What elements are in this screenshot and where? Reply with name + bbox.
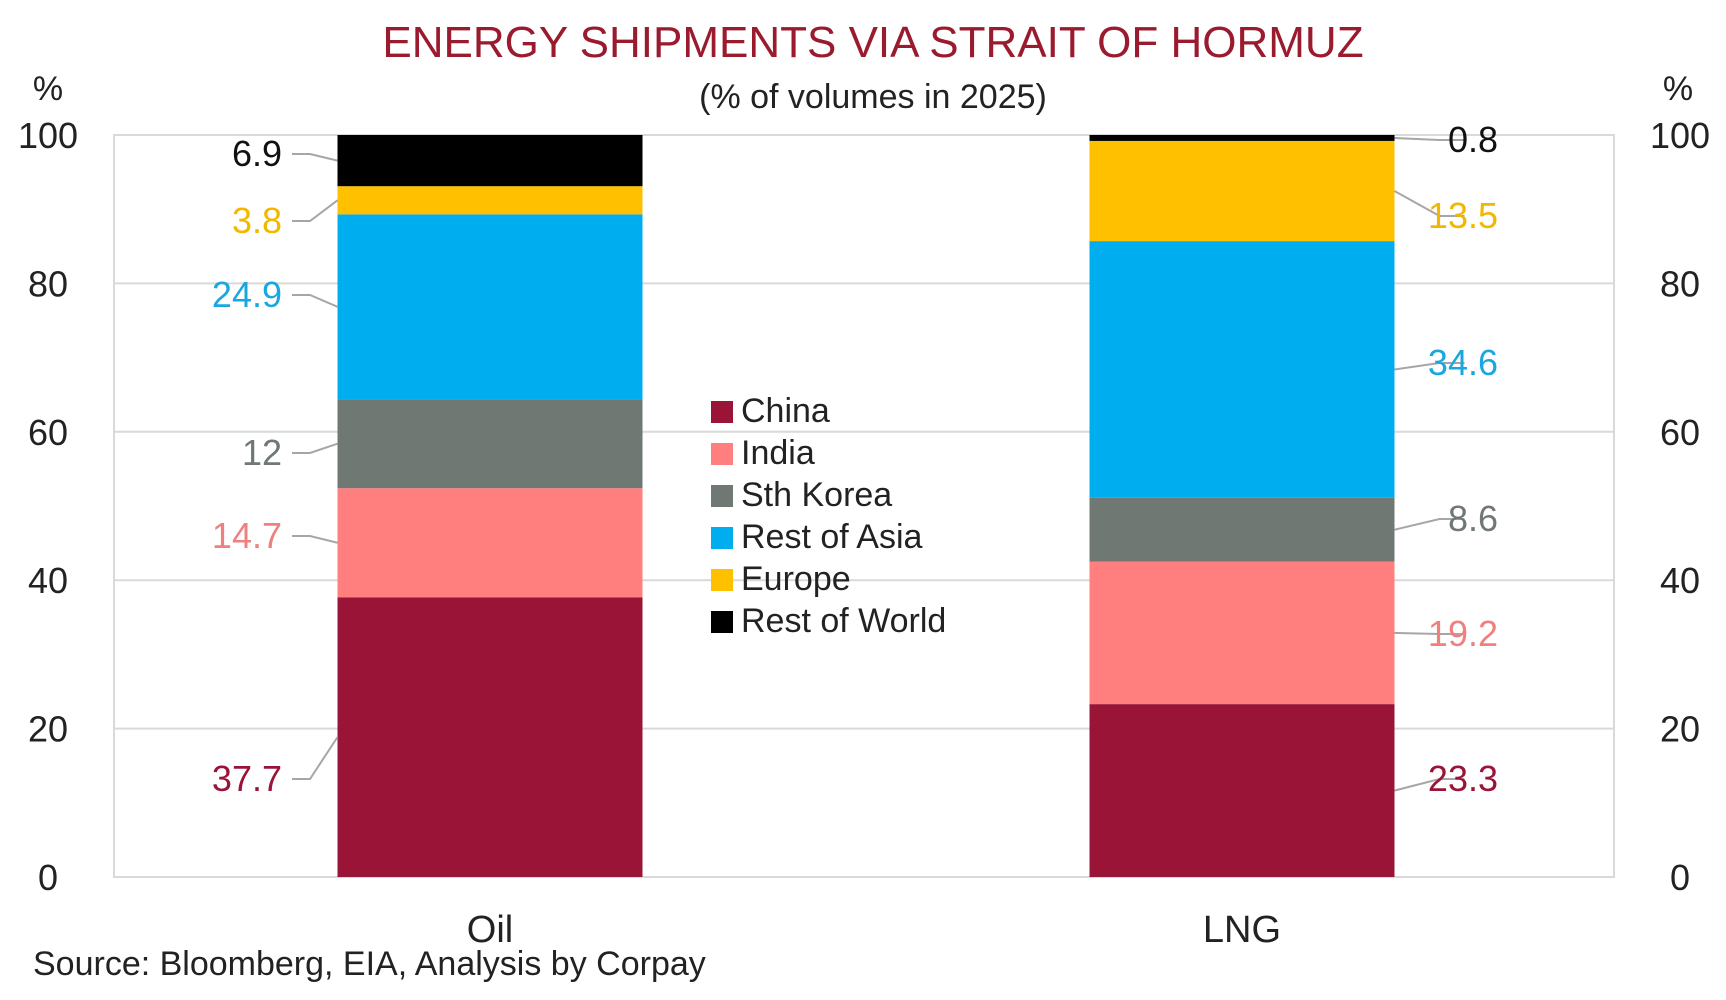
leader-lng-5: [1394, 136, 1465, 141]
source-note: Source: Bloomberg, EIA, Analysis by Corp…: [33, 945, 706, 983]
bar-lng-sth-korea: [1089, 497, 1395, 562]
y-tick-left-60: 60: [28, 412, 68, 453]
data-label-lng-china: 23.3: [1428, 758, 1498, 799]
y-tick-left-0: 0: [38, 857, 58, 898]
right-axis-ticks: 0 20 40 60 80 100: [1650, 115, 1710, 898]
data-label-lng-europe: 13.5: [1428, 195, 1498, 236]
leader-oil-2: [292, 442, 338, 454]
y-tick-right-80: 80: [1660, 263, 1700, 304]
y-tick-right-20: 20: [1660, 709, 1700, 750]
chart-subtitle: (% of volumes in 2025): [699, 78, 1047, 116]
legend-swatch-sth-korea: [711, 485, 733, 507]
bar-lng-rest-of-asia: [1089, 241, 1395, 498]
data-label-lng-sth-korea: 8.6: [1448, 498, 1498, 539]
data-label-oil-india: 14.7: [212, 515, 282, 556]
legend-label-china: China: [741, 392, 830, 430]
bar-lng-europe: [1089, 140, 1395, 242]
left-axis-unit: %: [33, 70, 63, 108]
plot-area-border: [113, 134, 1615, 878]
bar-oil-china: [337, 597, 643, 877]
data-label-oil-rest-of-asia: 24.9: [212, 274, 282, 315]
data-label-oil-europe: 3.8: [232, 200, 282, 241]
right-axis-unit: %: [1663, 70, 1693, 108]
leader-lng-1: [1394, 631, 1465, 635]
data-label-lng-india: 19.2: [1428, 613, 1498, 654]
bar-oil-rest-of-world: [337, 135, 643, 187]
bar-lng-rest-of-world: [1089, 135, 1395, 141]
y-tick-right-40: 40: [1660, 560, 1700, 601]
bar-lng-china: [1089, 704, 1395, 877]
bar-oil-europe: [337, 186, 643, 215]
label-leader-lines: [292, 136, 1465, 792]
data-label-lng-rest-of-asia: 34.6: [1428, 342, 1498, 383]
legend-swatch-rest-of-world: [711, 611, 733, 633]
bar-oil-rest-of-asia: [337, 214, 643, 400]
leader-oil-0: [292, 736, 339, 780]
chart-title: ENERGY SHIPMENTS VIA STRAIT OF HORMUZ: [382, 18, 1363, 67]
legend-label-europe: Europe: [741, 560, 851, 598]
data-label-oil-sth-korea: 12: [242, 432, 282, 473]
legend-swatch-europe: [711, 569, 733, 591]
y-tick-left-40: 40: [28, 560, 68, 601]
category-labels: Oil LNG: [467, 909, 1281, 951]
bar-lng-india: [1089, 561, 1395, 705]
bar-segments: [337, 135, 1395, 877]
legend-swatch-china: [711, 401, 733, 423]
leader-lng-2: [1394, 518, 1465, 531]
y-tick-right-60: 60: [1660, 412, 1700, 453]
data-labels: 37.7 14.7 12 24.9 3.8 6.9 23.3 19.2 8.6 34.6 13.5 0…: [212, 119, 1498, 799]
left-axis-ticks: 0 20 40 60 80 100: [18, 115, 78, 898]
leader-oil-5: [292, 153, 338, 162]
leader-oil-4: [292, 199, 339, 222]
leader-lng-3: [1394, 362, 1465, 371]
y-tick-right-0: 0: [1670, 857, 1690, 898]
category-label-lng: LNG: [1203, 909, 1281, 951]
leader-oil-3: [292, 294, 338, 308]
legend-label-india: India: [741, 434, 815, 472]
leader-lng-4: [1394, 190, 1465, 217]
y-tick-left-20: 20: [28, 709, 68, 750]
legend-swatch-india: [711, 443, 733, 465]
legend-label-sth-korea: Sth Korea: [741, 476, 892, 514]
data-label-lng-rest-of-world: 0.8: [1448, 119, 1498, 160]
bar-oil-india: [337, 488, 643, 598]
data-label-oil-china: 37.7: [212, 758, 282, 799]
y-tick-left-80: 80: [28, 263, 68, 304]
y-tick-left-100: 100: [18, 115, 78, 156]
data-label-oil-rest-of-world: 6.9: [232, 133, 282, 174]
legend-swatch-rest-of-asia: [711, 527, 733, 549]
legend: China India Sth Korea Rest of Asia Europe Res…: [711, 392, 946, 640]
bar-oil-sth-korea: [337, 399, 643, 489]
leader-lng-0: [1394, 778, 1465, 792]
category-label-oil: Oil: [467, 909, 513, 951]
leader-oil-1: [292, 535, 338, 544]
legend-label-rest-of-asia: Rest of Asia: [741, 518, 923, 556]
y-tick-right-100: 100: [1650, 115, 1710, 156]
legend-label-rest-of-world: Rest of World: [741, 602, 946, 640]
